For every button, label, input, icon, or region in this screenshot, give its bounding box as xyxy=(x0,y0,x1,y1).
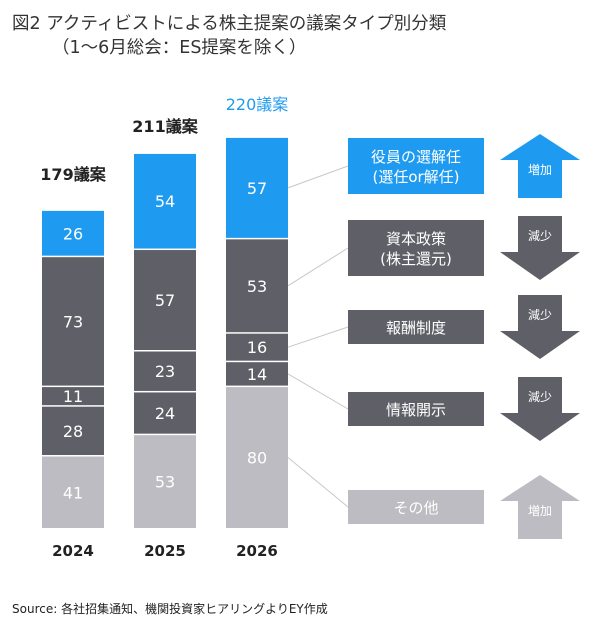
legend-label-0-1: (選任or解任) xyxy=(372,168,459,186)
legend-box-0 xyxy=(348,138,484,194)
data-label-2025-4: 54 xyxy=(155,192,175,211)
chart-title: 図2 アクティビストによる株主提案の議案タイプ別分類 xyxy=(12,14,447,34)
data-label-2026-4: 57 xyxy=(247,179,267,198)
data-label-2025-1: 24 xyxy=(155,404,175,423)
chart-subtitle: （1～6月総会：ES提案を除く） xyxy=(52,38,307,58)
data-label-2024-2: 11 xyxy=(63,387,83,406)
trend-label-3: 減少 xyxy=(528,389,552,404)
data-label-2024-1: 28 xyxy=(63,422,83,441)
bar-segment-2024-4 xyxy=(42,210,104,256)
source-note: Source: 各社招集通知、機関投資家ヒアリングよりEY作成 xyxy=(12,602,328,616)
bar-segment-2026-1 xyxy=(226,362,288,386)
connector-line-2 xyxy=(287,326,349,348)
legend-label-2-0: 報酬制度 xyxy=(386,319,446,337)
legend-box-1 xyxy=(348,220,484,276)
x-tick-label-2024: 2024 xyxy=(52,542,94,560)
connector-line-4 xyxy=(287,457,349,508)
legend-box-3 xyxy=(348,392,484,426)
trend-down-arrow-2 xyxy=(500,295,580,359)
legend-label-3-0: 情報開示 xyxy=(386,401,446,419)
legend-box-4 xyxy=(348,490,484,524)
bar-segment-2025-2 xyxy=(134,351,196,391)
x-tick-label-2025: 2025 xyxy=(144,542,186,560)
legend-label-1-0: 資本政策 xyxy=(386,230,446,248)
legend-label-1-1: (株主還元) xyxy=(380,250,452,268)
total-label-2025: 211議案 xyxy=(132,117,198,136)
data-label-2024-0: 41 xyxy=(63,483,83,502)
trend-down-arrow-3 xyxy=(500,377,580,441)
trend-up-arrow-4 xyxy=(500,475,580,539)
legend-label-0-0: 役員の選解任 xyxy=(371,148,461,166)
total-label-2026: 220議案 xyxy=(226,95,289,114)
bar-segment-2024-0 xyxy=(42,456,104,528)
bar-segment-2024-2 xyxy=(42,387,104,406)
x-tick-label-2026: 2026 xyxy=(236,542,278,560)
connector-line-3 xyxy=(287,373,349,410)
bar-segment-2025-0 xyxy=(134,435,196,528)
data-label-2025-3: 57 xyxy=(155,291,175,310)
bar-segment-2025-1 xyxy=(134,392,196,434)
data-label-2025-2: 23 xyxy=(155,362,175,381)
trend-label-1: 減少 xyxy=(528,228,552,243)
bar-segment-2025-3 xyxy=(134,250,196,350)
data-label-2026-2: 16 xyxy=(247,338,267,357)
data-label-2025-0: 53 xyxy=(155,473,175,492)
trend-label-0: 増加 xyxy=(528,163,552,177)
bar-segment-2025-4 xyxy=(134,153,196,249)
bar-segment-2026-0 xyxy=(226,387,288,528)
legend-box-2 xyxy=(348,310,484,344)
trend-label-4: 増加 xyxy=(528,504,552,518)
trend-up-arrow-0 xyxy=(500,134,580,198)
total-label-2024: 179議案 xyxy=(40,165,106,184)
data-label-2026-3: 53 xyxy=(247,277,267,296)
data-label-2024-4: 26 xyxy=(63,224,83,243)
bar-segment-2024-3 xyxy=(42,257,104,386)
data-label-2024-3: 73 xyxy=(63,312,83,331)
connector-line-1 xyxy=(287,247,349,287)
bar-segment-2026-4 xyxy=(226,137,288,238)
data-label-2026-0: 80 xyxy=(247,449,267,468)
legend-label-4-0: その他 xyxy=(393,499,438,517)
bar-segment-2024-1 xyxy=(42,406,104,456)
trend-down-arrow-1 xyxy=(500,216,580,280)
trend-label-2: 減少 xyxy=(528,307,552,322)
bar-segment-2026-2 xyxy=(226,333,288,361)
bar-segment-2026-3 xyxy=(226,239,288,333)
connector-line-0 xyxy=(287,165,349,189)
data-label-2026-1: 14 xyxy=(247,365,267,384)
